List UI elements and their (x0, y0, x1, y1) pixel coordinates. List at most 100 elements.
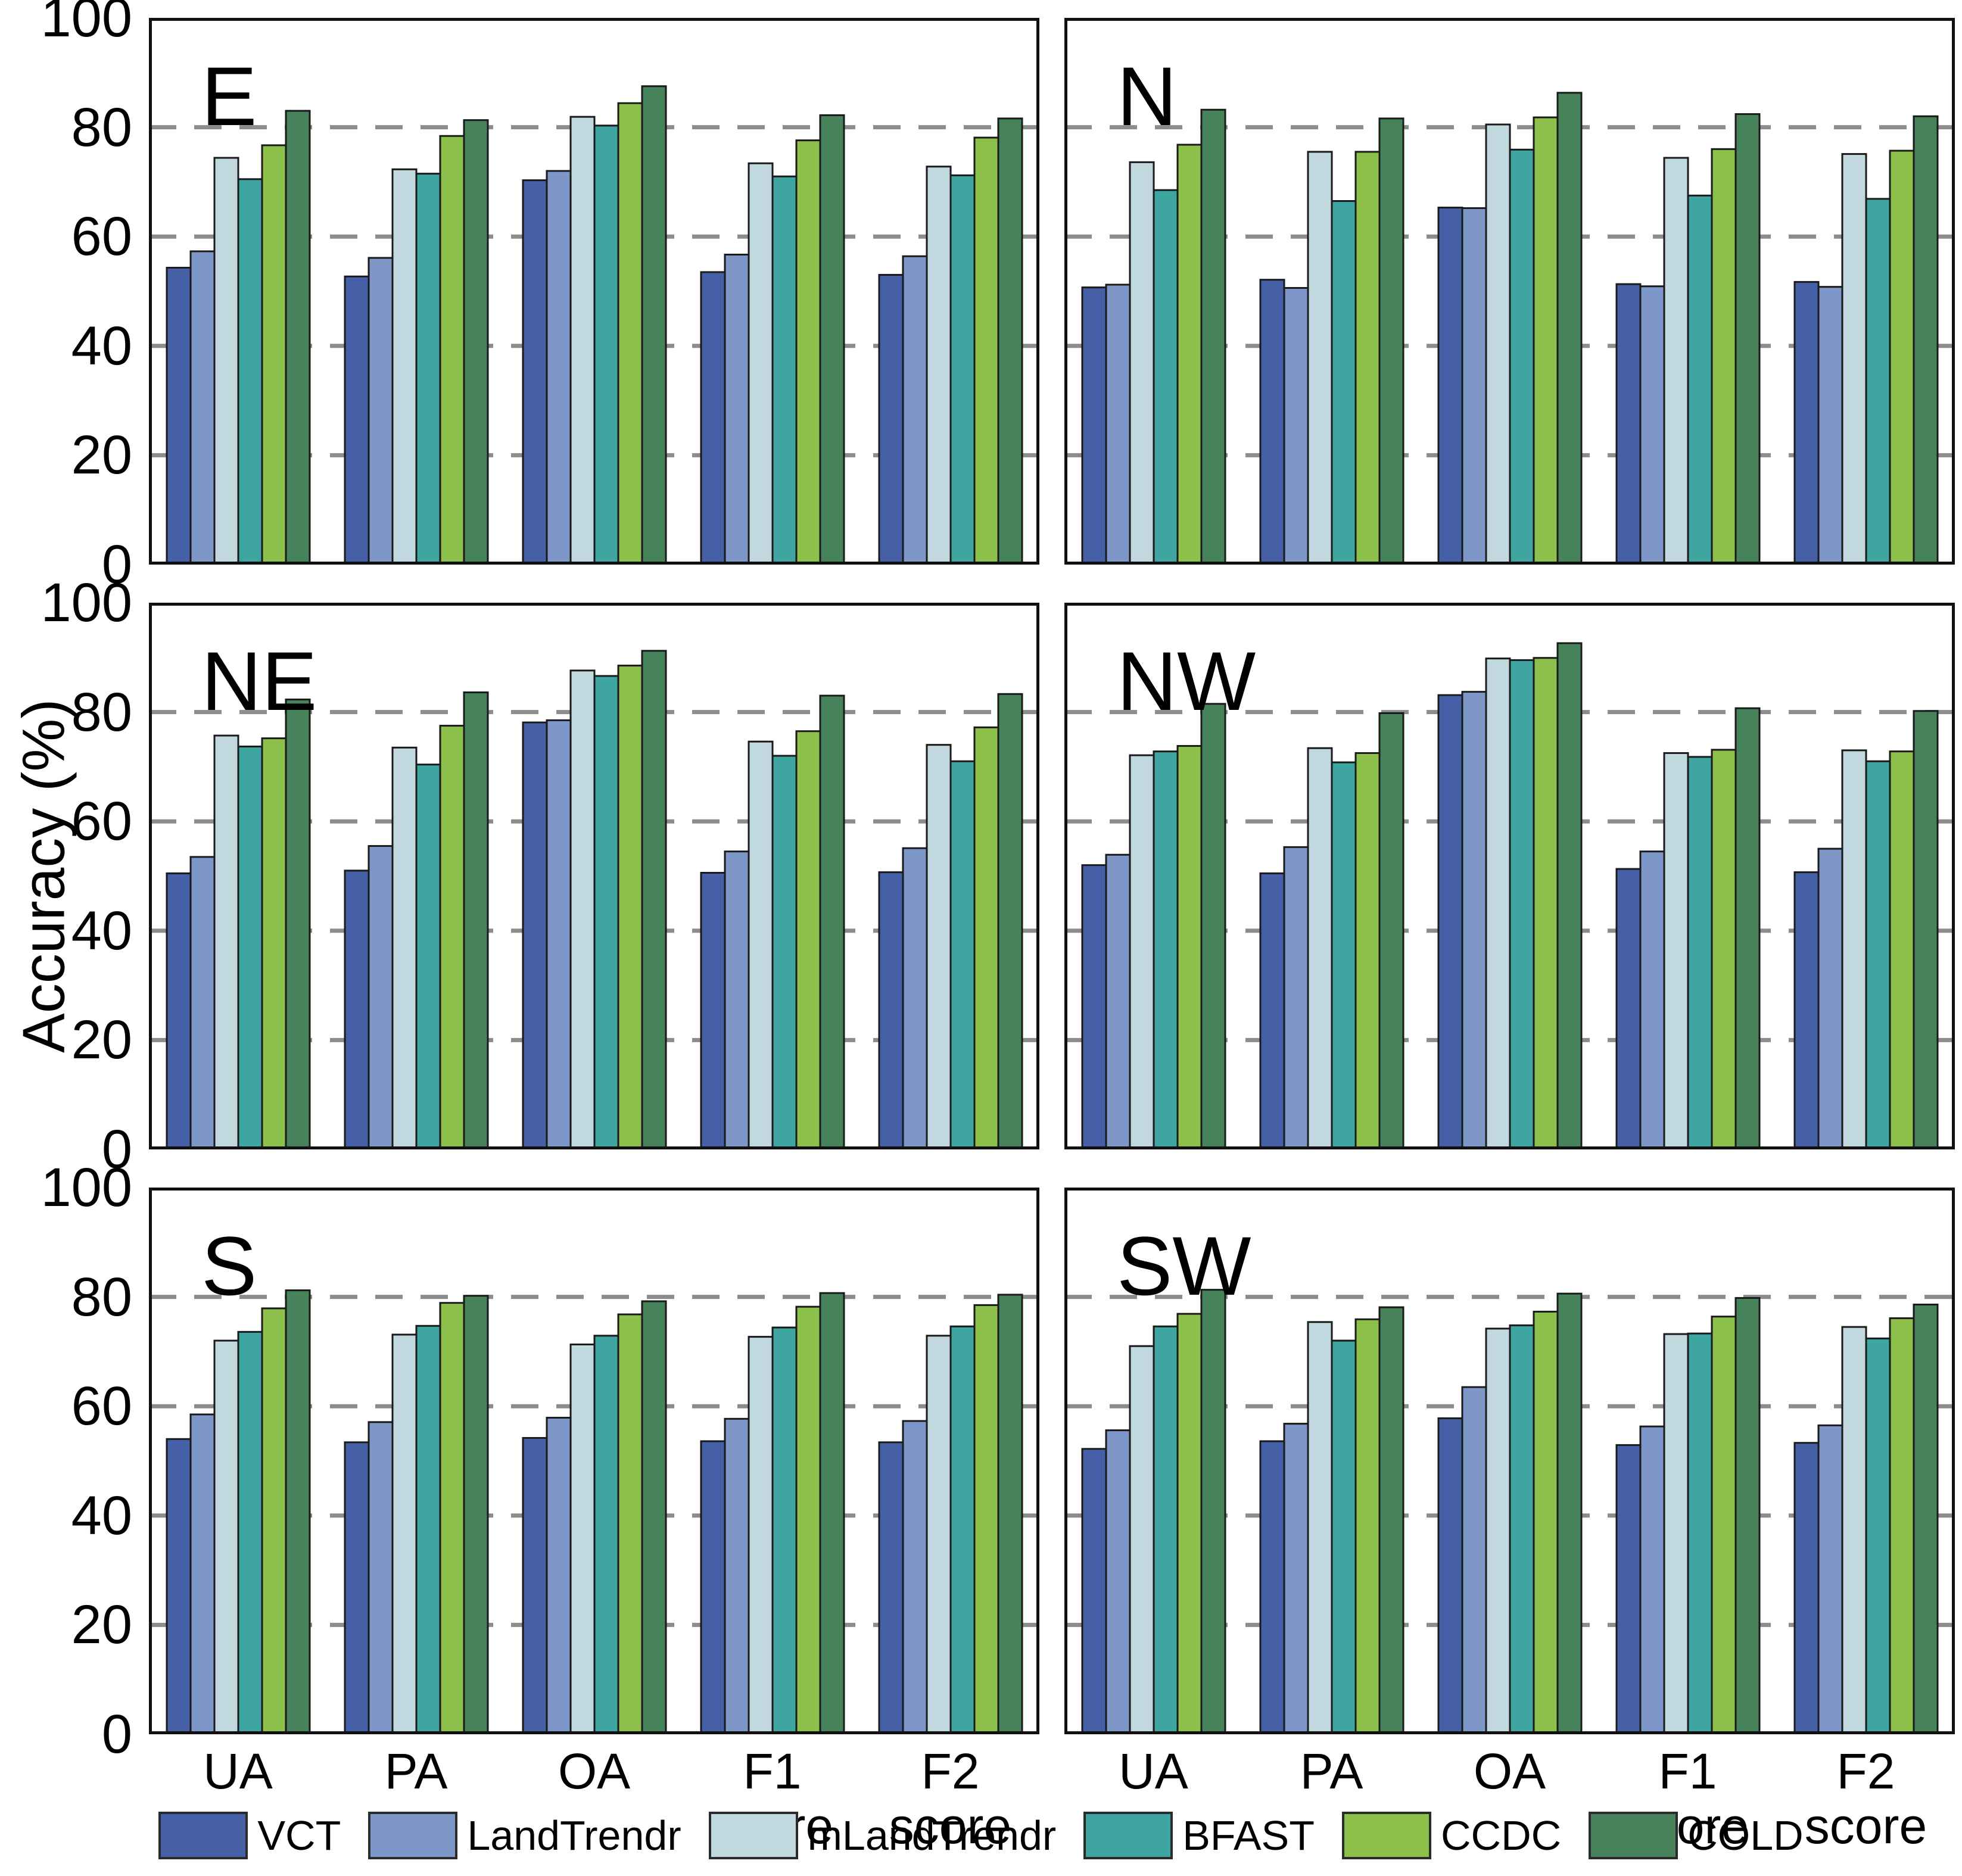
bar-CCDC-F2 score (973, 726, 999, 1149)
subplot-title-NE: NE (201, 634, 317, 728)
subplot-title-SW: SW (1117, 1219, 1251, 1313)
bar-BFAST-F1 score (771, 1326, 798, 1734)
legend-item-landtrendr: LandTrendr (368, 1812, 681, 1859)
bar-COLD-F1 score (1734, 707, 1761, 1149)
bar-VCT-UA (166, 1438, 192, 1734)
bar-mLandTrendr-UA (213, 734, 239, 1149)
bfast-color-swatch (1083, 1812, 1173, 1859)
bar-BFAST-F1 score (1687, 756, 1713, 1149)
bar-LandTrendr-F2 score (902, 1420, 928, 1734)
bar-mLandTrendr-F1 score (748, 162, 774, 565)
bar-mLandTrendr-PA (391, 746, 418, 1149)
bar-CCDC-F2 score (1889, 1317, 1915, 1734)
legend-label: COLD (1687, 1812, 1804, 1859)
bar-BFAST-F1 score (1687, 1332, 1713, 1734)
bar-LandTrendr-F2 score (1817, 1424, 1843, 1734)
ccdc-color-swatch (1341, 1812, 1431, 1859)
bar-VCT-OA (1437, 207, 1463, 565)
bar-COLD-F1 score (1734, 1297, 1761, 1734)
legend: VCT LandTrendr mLandTrendr BFAST CCDC CO… (0, 1812, 1962, 1859)
y-tick-label-row1-100: 100 (41, 0, 133, 48)
bar-BFAST-PA (1331, 200, 1357, 565)
bar-COLD-OA (1556, 92, 1583, 565)
bar-BFAST-OA (593, 1335, 619, 1734)
bar-LandTrendr-F1 score (724, 850, 750, 1149)
legend-label: CCDC (1440, 1812, 1562, 1859)
bar-BFAST-OA (1509, 1324, 1535, 1734)
subplot-S (149, 1188, 1039, 1734)
plot-border (149, 1188, 1039, 1734)
bar-LandTrendr-F1 score (1639, 285, 1665, 565)
bar-mLandTrendr-F2 score (926, 744, 952, 1149)
y-tick-label-row2-60: 60 (71, 791, 132, 852)
bar-BFAST-F2 score (1865, 1337, 1891, 1734)
bar-COLD-F2 score (1913, 1303, 1939, 1734)
bar-VCT-PA (344, 275, 370, 565)
bar-LandTrendr-OA (546, 170, 572, 565)
bar-mLandTrendr-PA (1307, 747, 1333, 1149)
bar-VCT-UA (1081, 864, 1107, 1149)
bar-CCDC-UA (1176, 144, 1203, 565)
subplot-title-E: E (201, 49, 257, 143)
bar-VCT-F1 score (1615, 283, 1642, 565)
bar-BFAST-F2 score (949, 760, 976, 1149)
vct-color-swatch (158, 1812, 248, 1859)
bar-COLD-PA (1378, 712, 1404, 1149)
bar-LandTrendr-F2 score (902, 847, 928, 1149)
bar-BFAST-F1 score (771, 175, 798, 565)
bar-mLandTrendr-UA (213, 157, 239, 565)
bar-VCT-F1 score (700, 1440, 726, 1734)
bar-CCDC-OA (1533, 116, 1559, 565)
bar-COLD-UA (285, 698, 311, 1149)
bar-mLandTrendr-F1 score (1663, 1333, 1689, 1734)
bar-VCT-F2 score (878, 1441, 904, 1734)
bar-LandTrendr-F1 score (724, 253, 750, 565)
bar-BFAST-PA (1331, 761, 1357, 1149)
y-tick-label-row1-80: 80 (71, 96, 132, 158)
bar-CCDC-F2 score (1889, 750, 1915, 1149)
bar-BFAST-UA (237, 178, 263, 565)
bar-CCDC-F2 score (973, 1304, 999, 1734)
bar-VCT-F1 score (700, 871, 726, 1149)
bar-COLD-UA (285, 1289, 311, 1734)
legend-label: VCT (257, 1812, 341, 1859)
bar-BFAST-F1 score (1687, 194, 1713, 565)
x-label-pa: PA (1300, 1743, 1363, 1799)
bar-BFAST-UA (1153, 189, 1179, 565)
bar-CCDC-F2 score (1889, 149, 1915, 565)
bar-mLandTrendr-PA (1307, 1321, 1333, 1734)
bar-LandTrendr-F1 score (1639, 1425, 1665, 1734)
plot-border (1064, 1188, 1955, 1734)
bar-mLandTrendr-F2 score (926, 1335, 952, 1734)
bar-mLandTrendr-F1 score (748, 740, 774, 1149)
bar-BFAST-OA (593, 675, 619, 1149)
bar-VCT-F2 score (1793, 871, 1820, 1149)
bar-CCDC-UA (1176, 745, 1203, 1149)
y-tick-label-row2-0: 0 (101, 1119, 132, 1180)
bar-CCDC-PA (1354, 752, 1381, 1149)
bar-COLD-PA (1378, 117, 1404, 565)
bar-LandTrendr-UA (1105, 853, 1131, 1149)
y-tick-label-row3-80: 80 (71, 1266, 132, 1327)
bar-LandTrendr-UA (189, 856, 216, 1149)
bar-COLD-PA (463, 1295, 489, 1734)
bar-LandTrendr-UA (1105, 1429, 1131, 1734)
x-label-ua: UA (1119, 1743, 1188, 1799)
bar-COLD-OA (641, 85, 667, 565)
bar-CCDC-F1 score (795, 1305, 821, 1734)
bar-CCDC-PA (1354, 1318, 1381, 1734)
bar-VCT-OA (522, 179, 548, 565)
cold-color-swatch (1589, 1812, 1678, 1859)
legend-label: LandTrendr (467, 1812, 681, 1859)
bar-CCDC-OA (617, 1313, 643, 1734)
bar-LandTrendr-F1 score (1639, 850, 1665, 1149)
bar-VCT-OA (522, 721, 548, 1149)
bar-VCT-F2 score (1793, 281, 1820, 565)
landtrendr-color-swatch (368, 1812, 458, 1859)
bar-VCT-F2 score (878, 871, 904, 1149)
bar-COLD-UA (1200, 1289, 1226, 1734)
bar-mLandTrendr-UA (213, 1339, 239, 1734)
bar-BFAST-PA (415, 1325, 441, 1734)
bar-BFAST-F1 score (771, 755, 798, 1149)
